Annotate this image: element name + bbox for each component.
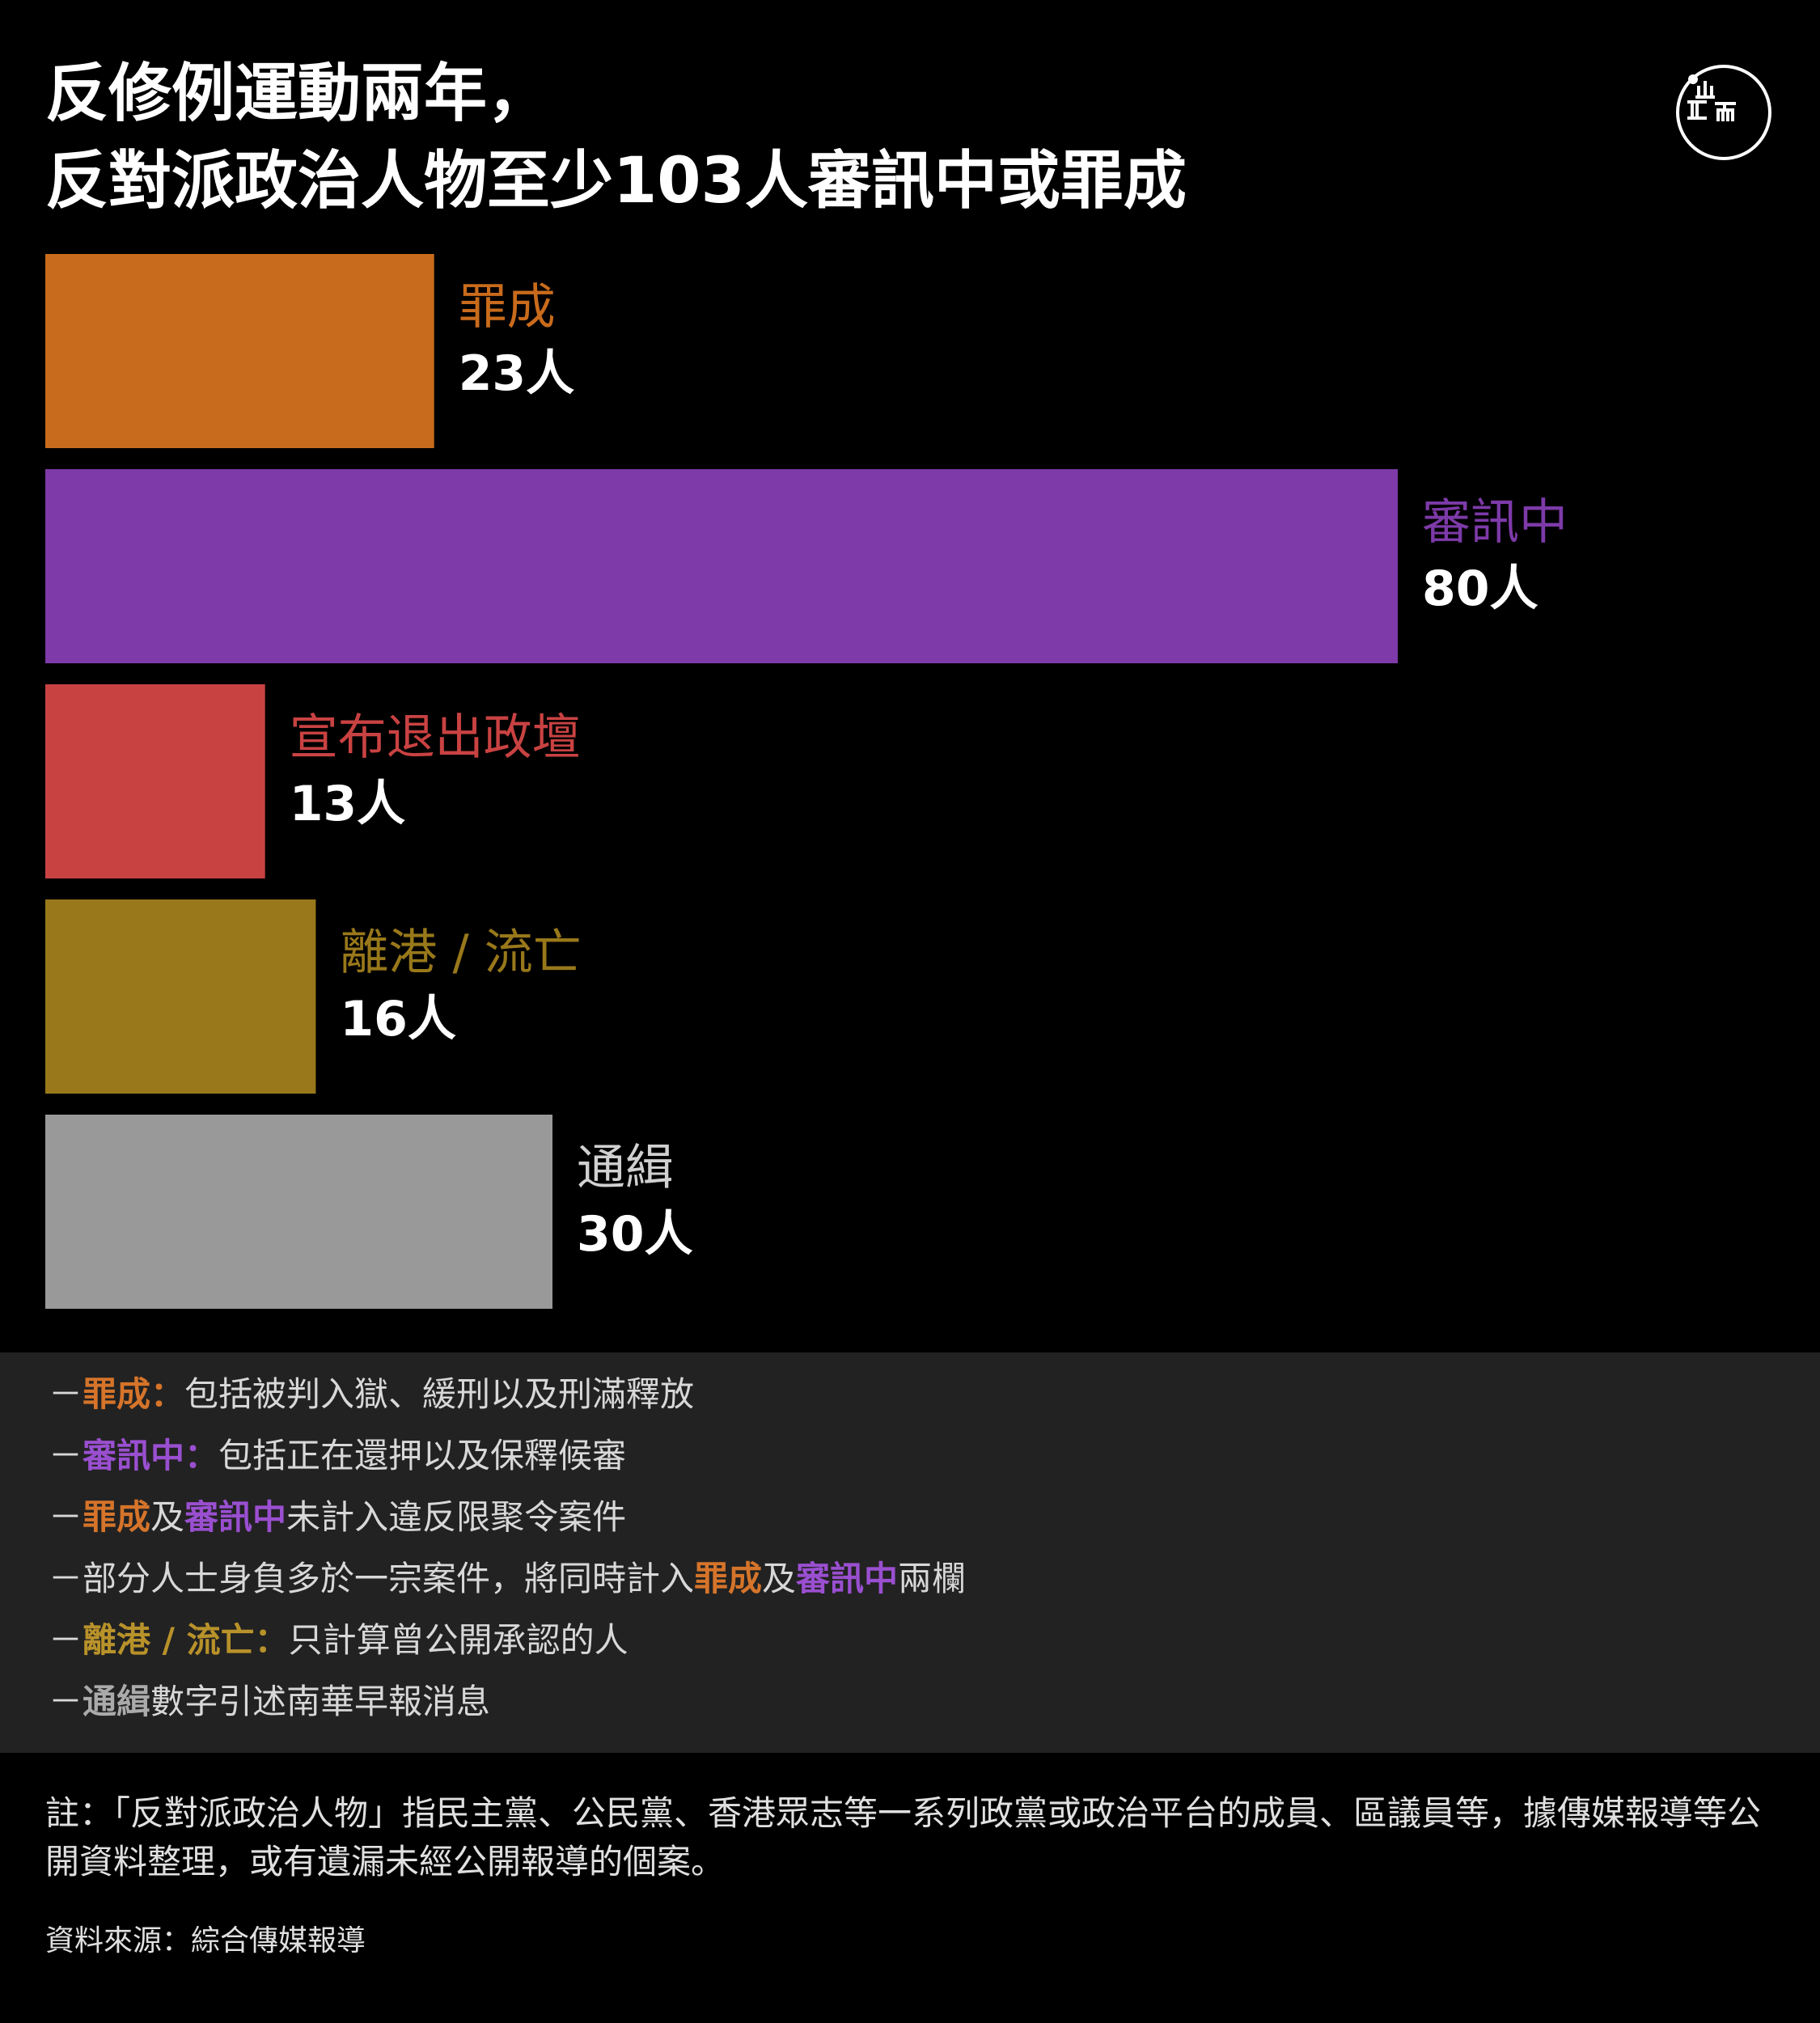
bar-2 — [45, 684, 265, 878]
bar-value-label-1: 80人 — [1422, 561, 1539, 617]
note-segment: 及 — [150, 1497, 185, 1537]
note-segment: －部分人士身負多於一宗案件，將同時計入 — [49, 1559, 695, 1598]
note-segment: 包括正在還押以及保釋候審 — [218, 1436, 627, 1475]
note-segment: 兩欄 — [898, 1559, 967, 1598]
note-line-1: －審訊中：包括正在還押以及保釋候審 — [49, 1435, 626, 1477]
note-segment: 離港 / 流亡： — [83, 1620, 289, 1660]
note-line-2: －罪成及審訊中未計入違反限聚令案件 — [49, 1496, 626, 1538]
footnote: 註：「反對派政治人物」指民主黨、公民黨、香港眾志等一系列政黨或政治平台的成員、區… — [45, 1793, 1762, 1881]
note-segment: 審訊中 — [184, 1497, 287, 1537]
note-segment: 通緝 — [83, 1682, 151, 1721]
note-segment: 審訊中： — [83, 1436, 219, 1475]
bar-3 — [45, 899, 316, 1094]
note-segment: 未計入違反限聚令案件 — [286, 1497, 627, 1537]
note-segment: － — [49, 1436, 83, 1475]
note-line-0: －罪成：包括被判入獄、緩刑以及刑滿釋放 — [49, 1373, 694, 1416]
bar-0 — [45, 254, 434, 448]
note-segment: 罪成： — [83, 1374, 185, 1414]
bar-value-label-0: 23人 — [459, 345, 575, 402]
note-segment: 數字引述南華早報消息 — [150, 1682, 491, 1721]
bar-category-label-4: 通緝 — [577, 1140, 674, 1196]
note-segment: 及 — [762, 1559, 797, 1598]
notes-panel — [0, 1352, 1820, 1753]
chart-title-line-1: 反修例運動兩年， — [45, 57, 551, 130]
source-note: 資料來源：綜合傳媒報導 — [45, 1924, 366, 1957]
bar-value-label-4: 30人 — [577, 1206, 693, 1263]
bar-4 — [45, 1115, 552, 1309]
note-segment: 只計算曾公開承認的人 — [288, 1620, 629, 1660]
bar-category-label-1: 審訊中 — [1422, 494, 1568, 551]
note-segment: 包括被判入獄、緩刑以及刑滿釋放 — [184, 1374, 695, 1414]
note-segment: － — [49, 1497, 83, 1537]
note-segment: － — [49, 1374, 83, 1414]
chart-title: 反修例運動兩年， 反對派政治人物至少103人審訊中或罪成 — [45, 50, 1582, 225]
note-segment: － — [49, 1682, 83, 1721]
bar-value-label-3: 16人 — [340, 991, 456, 1047]
bar-1 — [45, 469, 1398, 663]
bar-category-label-3: 離港 / 流亡 — [340, 925, 581, 981]
bar-category-label-0: 罪成 — [459, 279, 556, 336]
note-segment: 審訊中 — [796, 1559, 899, 1598]
bar-value-label-2: 13人 — [290, 776, 406, 832]
note-line-4: －離港 / 流亡：只計算曾公開承認的人 — [49, 1619, 629, 1661]
note-line-5: －通緝數字引述南華早報消息 — [49, 1681, 490, 1723]
bar-category-label-2: 宣布退出政壇 — [290, 709, 581, 766]
chart-title-line-2: 反對派政治人物至少103人審訊中或罪成 — [45, 145, 1187, 218]
note-segment: 罪成 — [694, 1559, 763, 1598]
note-segment: － — [49, 1620, 83, 1660]
note-segment: 罪成 — [83, 1497, 151, 1537]
publisher-logo-icon — [1676, 65, 1771, 160]
note-line-3: －部分人士身負多於一宗案件，將同時計入罪成及審訊中兩欄 — [49, 1558, 966, 1600]
